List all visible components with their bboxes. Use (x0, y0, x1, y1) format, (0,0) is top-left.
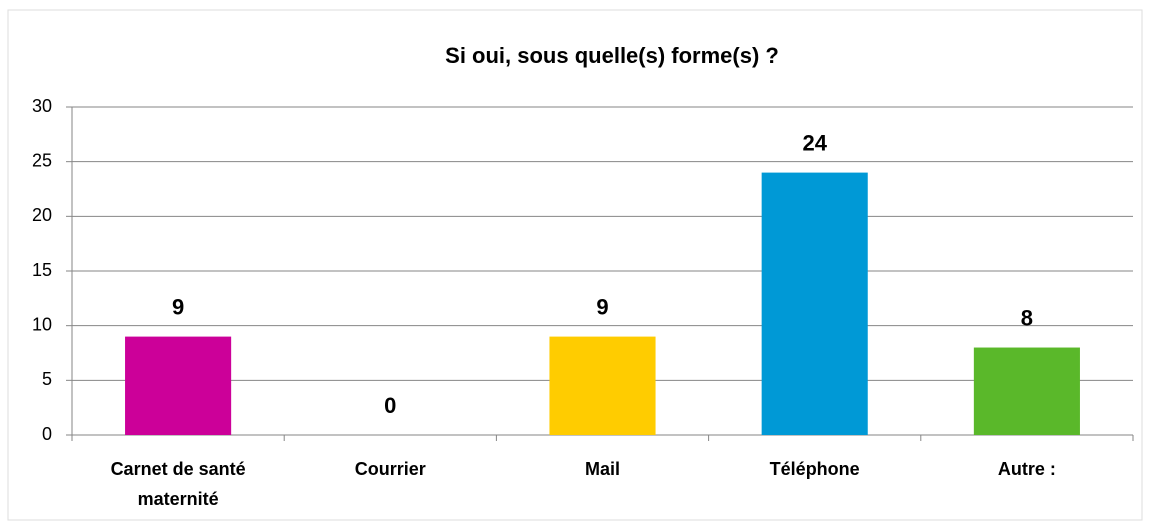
bar (761, 172, 868, 435)
data-label: 8 (1021, 305, 1033, 330)
x-tick-label: Téléphone (769, 459, 860, 479)
y-tick-label: 15 (32, 260, 52, 280)
data-label: 24 (802, 130, 827, 155)
x-tick-label: Courrier (354, 459, 426, 479)
chart-title: Si oui, sous quelle(s) forme(s) ? (445, 43, 779, 68)
y-tick-label: 25 (32, 150, 52, 170)
bar (973, 347, 1080, 435)
bar (125, 336, 232, 435)
x-tick-label: Carnet de santé maternité (110, 459, 246, 509)
x-tick-label: Autre : (997, 459, 1056, 479)
y-tick-label: 0 (42, 424, 52, 444)
frame (7, 9, 1143, 521)
y-tick-label: 30 (32, 96, 52, 116)
data-label: 9 (172, 294, 184, 319)
y-tick-label: 5 (42, 369, 52, 389)
x-tick-label: Mail (584, 459, 620, 479)
bar (549, 336, 656, 435)
data-label: 0 (384, 393, 396, 418)
y-tick-label: 10 (32, 314, 52, 334)
data-label: 9 (596, 294, 608, 319)
y-tick-label: 20 (32, 205, 52, 225)
